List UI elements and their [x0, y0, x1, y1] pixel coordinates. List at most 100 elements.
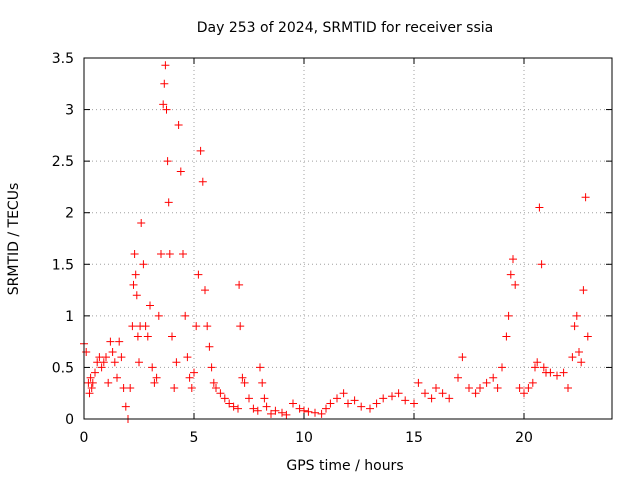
data-point: [201, 286, 209, 295]
y-tick-label: 3: [65, 103, 74, 119]
data-point: [220, 394, 229, 403]
data-point: [357, 402, 366, 411]
data-point: [154, 311, 163, 320]
data-point: [91, 368, 99, 377]
data-point: [245, 394, 253, 403]
data-point: [253, 406, 262, 415]
data-point: [271, 406, 280, 415]
data-point: [537, 260, 546, 269]
data-point: [137, 219, 146, 228]
data-point: [311, 408, 319, 417]
data-point: [379, 394, 388, 403]
data-point: [289, 399, 297, 408]
data-point: [471, 389, 480, 398]
data-point: [87, 384, 96, 393]
data-point: [146, 301, 154, 310]
data-point: [535, 203, 544, 212]
data-point: [570, 322, 579, 331]
data-point: [577, 358, 586, 367]
y-axis-label: SRMTID / TECUs: [6, 183, 22, 296]
y-tick-label: 2: [65, 206, 74, 222]
plot-frame: [83, 57, 613, 420]
data-point: [133, 332, 142, 341]
x-tick-label: 15: [405, 430, 423, 446]
data-point: [194, 270, 203, 279]
y-tick-label: 1.5: [52, 257, 74, 273]
data-point: [165, 249, 174, 258]
data-point: [504, 311, 513, 320]
data-point: [97, 363, 106, 372]
x-tick-label: 20: [515, 430, 533, 446]
data-point: [388, 392, 396, 401]
data-point: [132, 291, 141, 300]
data-point: [432, 384, 440, 393]
data-point: [427, 394, 436, 403]
data-point: [528, 378, 537, 387]
data-point: [322, 404, 330, 413]
data-point: [258, 378, 267, 387]
data-point: [168, 332, 176, 341]
data-point: [260, 394, 269, 403]
data-point: [238, 373, 247, 382]
data-point: [192, 322, 201, 331]
data-point: [553, 371, 561, 380]
data-point: [161, 61, 170, 70]
data-point: [458, 353, 467, 362]
data-point: [106, 337, 115, 346]
data-point: [493, 384, 502, 393]
data-point: [117, 353, 126, 362]
data-point: [131, 270, 140, 279]
data-point: [350, 396, 359, 405]
data-point: [143, 332, 152, 341]
data-point: [185, 373, 194, 382]
data-point: [85, 389, 94, 398]
data-point: [333, 394, 341, 403]
data-point: [126, 384, 135, 393]
data-point: [113, 373, 121, 382]
data-point: [203, 322, 212, 331]
data-point: [172, 358, 181, 367]
data-point: [502, 332, 511, 341]
data-point: [401, 396, 410, 405]
grid-lines: [84, 58, 612, 419]
data-point: [196, 146, 205, 155]
data-point: [209, 378, 218, 387]
data-point: [256, 363, 264, 372]
data-point: [212, 384, 220, 393]
data-point: [162, 105, 171, 114]
y-tick-label: 3.5: [52, 51, 74, 67]
data-point: [104, 378, 113, 387]
data-point: [139, 260, 148, 269]
x-tick-label: 5: [190, 430, 199, 446]
data-point: [344, 399, 352, 408]
data-point: [86, 373, 95, 382]
data-point: [414, 378, 423, 387]
data-point: [198, 177, 207, 186]
data-point: [482, 378, 491, 387]
data-point: [235, 280, 244, 289]
data-point: [115, 337, 124, 346]
data-point: [339, 389, 348, 398]
data-point: [520, 389, 528, 398]
data-point: [295, 404, 304, 413]
data-point: [262, 402, 271, 411]
data-point: [515, 384, 524, 393]
data-point: [190, 368, 198, 377]
data-point: [179, 249, 187, 258]
data-point: [234, 404, 242, 413]
data-point: [110, 358, 119, 367]
data-point: [533, 358, 542, 367]
data-point: [207, 363, 216, 372]
data-point: [278, 408, 286, 417]
data-point: [317, 409, 326, 418]
data-point: [372, 399, 381, 408]
data-points: [80, 61, 592, 423]
data-point: [489, 373, 498, 382]
data-point: [581, 193, 590, 202]
data-point: [559, 368, 568, 377]
data-point: [129, 280, 138, 289]
y-tick-label: 2.5: [52, 154, 74, 170]
data-point: [225, 399, 234, 408]
data-point: [170, 384, 179, 393]
